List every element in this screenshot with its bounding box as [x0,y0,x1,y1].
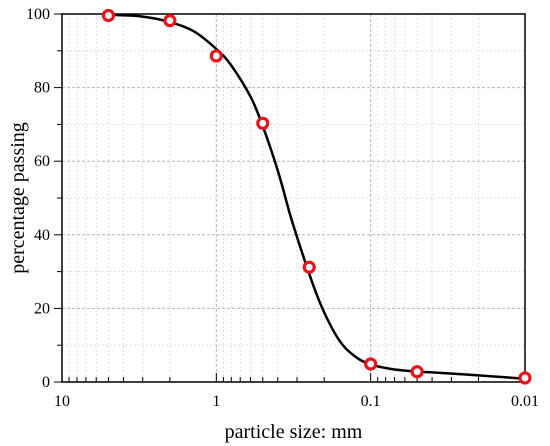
data-point [518,371,532,385]
y-tick-label: 40 [34,227,50,244]
y-tick-label: 80 [34,80,50,97]
fit-curve [108,13,526,380]
x-axis-title: particle size: mm [225,421,363,443]
y-tick-label: 0 [42,374,50,391]
y-axis-title: percentage passing [7,122,29,274]
y-tick-label: 100 [26,6,50,23]
data-point [256,116,270,130]
y-tick-label: 20 [34,300,50,317]
x-tick-label: 10 [54,393,70,410]
x-tick-label: 1 [212,393,220,410]
x-tick-label: 0.1 [361,393,381,410]
tick-labels: 10 1 0.1 0.01 0 20 40 60 80 100 [26,6,539,410]
data-point [101,8,116,23]
data-points [101,8,532,385]
data-point [302,260,316,274]
x-tick-label: 0.01 [511,393,539,410]
data-point [410,365,424,379]
data-point [163,14,177,28]
tick-marks [54,13,526,383]
data-point [209,49,223,63]
grid [62,14,526,382]
y-tick-label: 60 [34,153,50,170]
data-point [364,357,378,371]
